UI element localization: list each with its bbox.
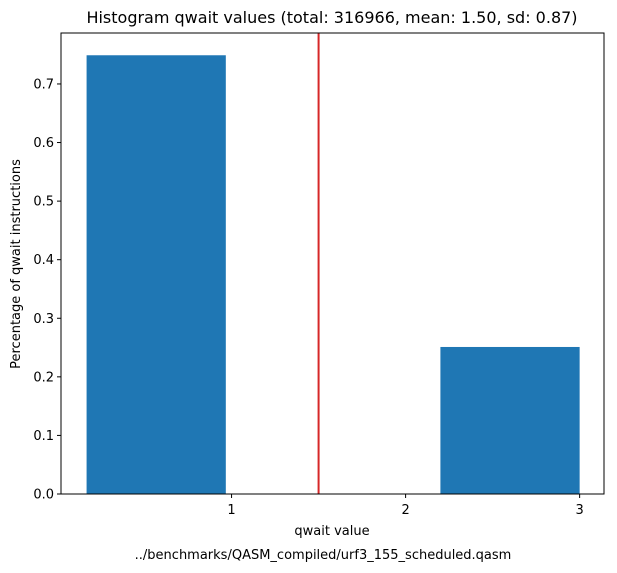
- x-tick-label: 3: [575, 503, 583, 518]
- y-tick-label: 0.4: [33, 253, 54, 268]
- histogram-bar-1: [86, 55, 226, 494]
- x-axis-ticks: 1 2 3: [227, 494, 584, 518]
- x-tick-label: 1: [227, 503, 235, 518]
- plot-frame: [60, 32, 605, 495]
- x-axis-title: qwait value: [294, 524, 369, 539]
- x-tick-label: 2: [401, 503, 409, 518]
- bars-layer: [86, 55, 580, 494]
- y-tick-label: 0.3: [33, 312, 54, 327]
- y-axis-title: Percentage of qwait instructions: [9, 159, 24, 369]
- y-tick-label: 0.2: [33, 370, 54, 385]
- histogram-bar-2: [440, 346, 580, 494]
- source-file-label: ../benchmarks/QASM_compiled/urf3_155_sch…: [135, 548, 512, 563]
- y-tick-label: 0.6: [33, 136, 54, 151]
- y-tick-label: 0.0: [33, 488, 54, 503]
- y-tick-label: 0.5: [33, 195, 54, 210]
- chart-title: Histogram qwait values (total: 316966, m…: [86, 8, 577, 27]
- y-axis-ticks: 0.0 0.1 0.2 0.3 0.4 0.5 0.6 0.7: [33, 77, 61, 503]
- y-tick-label: 0.1: [33, 429, 54, 444]
- y-tick-label: 0.7: [33, 77, 54, 92]
